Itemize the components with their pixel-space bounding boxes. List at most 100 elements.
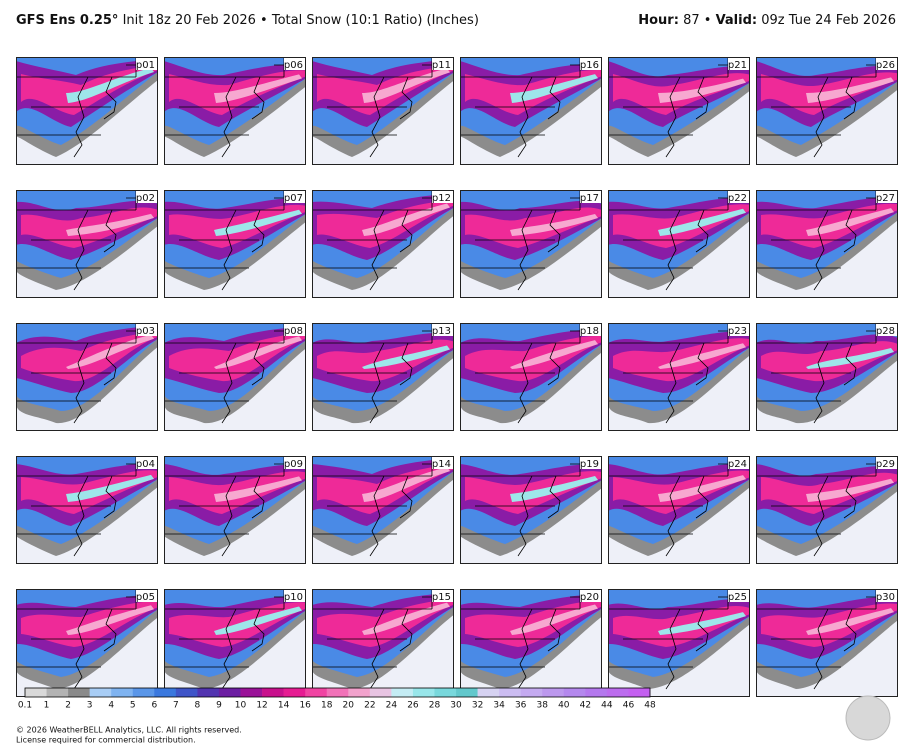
panel-frame [756, 57, 898, 165]
borders [460, 190, 602, 291]
map-panel: p11 [312, 57, 454, 165]
snow-light [66, 474, 154, 502]
panel-frame [312, 456, 454, 564]
valid-label: Valid: [716, 13, 758, 28]
snow-light [510, 476, 598, 502]
colorbar-label: 4 [108, 701, 114, 711]
panel-label: p27 [876, 193, 895, 204]
colorbar-label: 9 [216, 701, 222, 711]
label-box [728, 191, 749, 203]
header-left: GFS Ens 0.25° Init 18z 20 Feb 2026 • Tot… [16, 13, 479, 28]
panel-frame [460, 57, 602, 165]
map-panel: p10 [164, 589, 306, 697]
snow-light [214, 336, 302, 369]
panel-label: p11 [432, 60, 451, 71]
colorbar-swatch [348, 688, 371, 697]
borders [164, 323, 306, 424]
map-panel: p14 [312, 456, 454, 564]
map-panel: p17 [460, 190, 602, 298]
colorbar-swatch [369, 688, 392, 697]
label-box [136, 324, 157, 336]
map-panel: p25 [608, 589, 750, 697]
label-box [136, 191, 157, 203]
map-panel: p15 [312, 589, 454, 697]
snow-light [658, 612, 746, 635]
colorbar-label: 20 [343, 701, 355, 711]
panel-frame [16, 57, 158, 165]
borders [16, 323, 158, 424]
init: Init 18z 20 Feb 2026 [123, 13, 256, 28]
map-panel: p29 [756, 456, 898, 564]
borders [608, 589, 750, 690]
panel-label: p15 [432, 592, 451, 603]
snow-light [658, 208, 746, 236]
panel-label: p26 [876, 60, 895, 71]
colorbar-swatch [628, 688, 651, 697]
colorbar-label: 34 [493, 701, 505, 711]
borders [164, 190, 306, 291]
colorbar-swatch [197, 688, 220, 697]
snow-light [510, 604, 598, 635]
product: Total Snow (10:1 Ratio) (Inches) [271, 13, 479, 28]
label-box [136, 457, 157, 469]
borders [460, 456, 602, 557]
colorbar-label: 12 [256, 701, 267, 711]
colorbar-label: 10 [235, 701, 247, 711]
label-box [876, 324, 897, 336]
map-panel: p26 [756, 57, 898, 165]
label-box [432, 58, 453, 70]
snow-light [658, 343, 746, 369]
panel-frame [16, 456, 158, 564]
label-box [284, 58, 305, 70]
panel-label: p16 [580, 60, 599, 71]
borders [460, 589, 602, 690]
panel-frame [16, 190, 158, 298]
label-box [136, 58, 157, 70]
label-box [728, 58, 749, 70]
panel-label: p12 [432, 193, 451, 204]
borders [16, 589, 158, 690]
panel-label: p02 [136, 193, 155, 204]
borders [164, 57, 306, 158]
label-box [284, 324, 305, 336]
map-panel: p01 [16, 57, 158, 165]
label-box [432, 324, 453, 336]
borders [756, 57, 898, 158]
panel-frame [756, 456, 898, 564]
borders [16, 456, 158, 557]
colorbar-swatch [434, 688, 457, 697]
label-box [284, 457, 305, 469]
panel-label: p28 [876, 326, 895, 337]
colorbar-label: 3 [87, 701, 93, 711]
borders [312, 456, 454, 557]
colorbar-label: 2 [65, 701, 71, 711]
label-box [876, 58, 897, 70]
map-panel: p20 [460, 589, 602, 697]
panel-frame [164, 323, 306, 431]
borders [756, 190, 898, 291]
panel-frame [608, 57, 750, 165]
map-panel: p22 [608, 190, 750, 298]
panel-label: p03 [136, 326, 155, 337]
snow-light [510, 74, 598, 103]
panel-label: p07 [284, 193, 303, 204]
panel-frame [756, 190, 898, 298]
colorbar-swatch [111, 688, 134, 697]
borders [608, 456, 750, 557]
logo [845, 695, 891, 741]
colorbar-swatch [305, 688, 328, 697]
colorbar-label: 6 [151, 701, 157, 711]
map-panel: p06 [164, 57, 306, 165]
colorbar-swatch [240, 688, 263, 697]
colorbar-label: 26 [407, 701, 419, 711]
panel-label: p23 [728, 326, 747, 337]
colorbar-swatch [154, 688, 177, 697]
header-right: Hour: 87 • Valid: 09z Tue 24 Feb 2026 [638, 13, 896, 28]
panel-label: p10 [284, 592, 303, 603]
label-box [432, 457, 453, 469]
model: GFS Ens 0.25° [16, 13, 118, 28]
license: License required for commercial distribu… [16, 736, 196, 745]
colorbar-swatch [477, 688, 500, 697]
colorbar-label: 30 [450, 701, 462, 711]
label-box [284, 191, 305, 203]
